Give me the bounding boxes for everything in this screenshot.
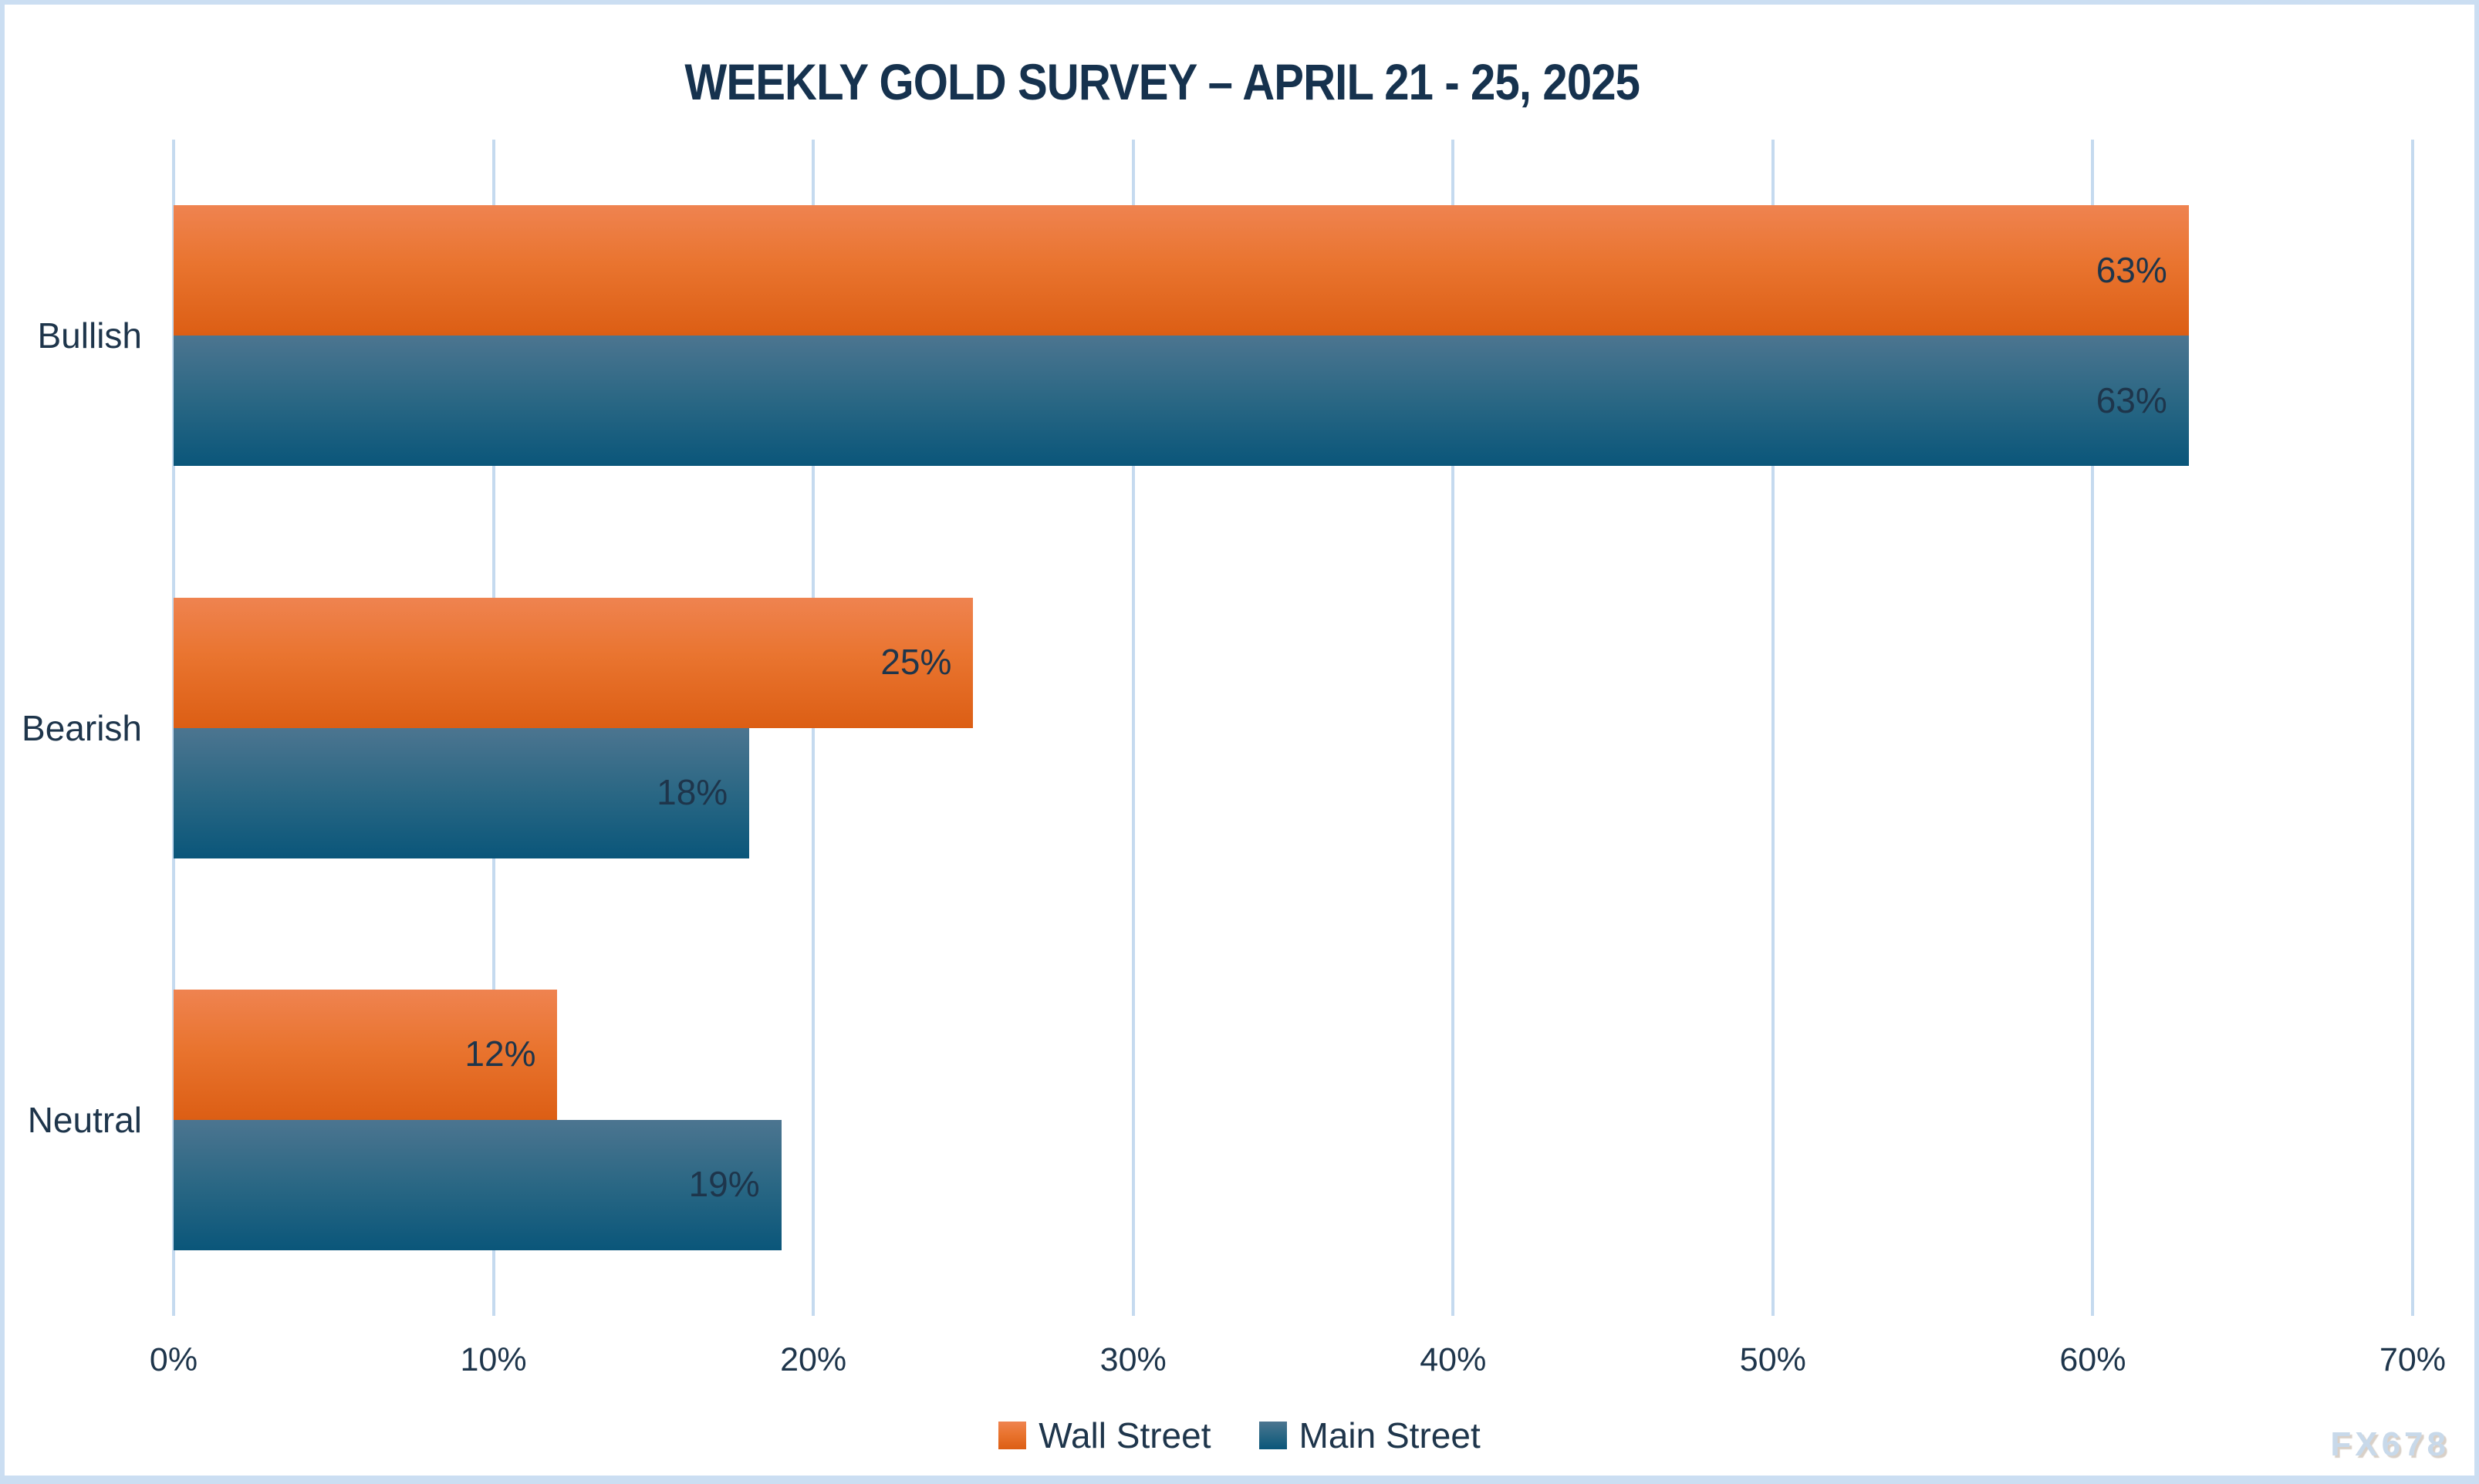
x-tick-label-50%: 50%: [1739, 1341, 1806, 1378]
x-tick-label-30%: 30%: [1099, 1341, 1167, 1378]
bar-main-street-neutral: 19%: [174, 1119, 782, 1250]
x-tick-label-70%: 70%: [2379, 1341, 2447, 1378]
bar-value-label-main-street-neutral: 19%: [688, 1164, 760, 1205]
legend-swatch-wall-street-icon: [998, 1422, 1027, 1449]
bar-value-label-main-street-bullish: 63%: [2096, 379, 2167, 420]
category-label-bearish: Bearish: [22, 707, 142, 748]
chart-title-wrap: WEEKLY GOLD SURVEY – APRIL 21 - 25, 2025: [5, 52, 2319, 111]
gridline-30%: [1131, 140, 1135, 1316]
watermark: FX678: [2330, 1425, 2450, 1463]
bar-value-label-main-street-bearish: 18%: [657, 771, 728, 812]
gridline-20%: [812, 140, 816, 1316]
bar-wall-street-bearish: 25%: [174, 597, 974, 728]
legend-item-wall-street: Wall Street: [998, 1415, 1211, 1456]
bar-main-street-bearish: 18%: [174, 727, 750, 858]
legend-item-main-street: Main Street: [1258, 1415, 1481, 1456]
legend-label-main-street: Main Street: [1299, 1415, 1481, 1455]
bar-value-label-wall-street-neutral: 12%: [464, 1034, 536, 1074]
x-tick-label-60%: 60%: [2059, 1341, 2126, 1378]
bar-main-street-bullish: 63%: [174, 336, 2189, 467]
gridline-60%: [2091, 140, 2095, 1316]
chart-title: WEEKLY GOLD SURVEY – APRIL 21 - 25, 2025: [684, 53, 1640, 110]
x-tick-label-0%: 0%: [149, 1341, 198, 1378]
gridline-50%: [1771, 140, 1775, 1316]
x-tick-label-10%: 10%: [460, 1341, 527, 1378]
legend-swatch-main-street-icon: [1258, 1422, 1287, 1449]
bar-wall-street-neutral: 12%: [174, 989, 558, 1120]
x-tick-label-40%: 40%: [1420, 1341, 1487, 1378]
category-label-bullish: Bullish: [37, 315, 142, 356]
legend: Wall Street Main Street: [5, 1415, 2474, 1456]
legend-label-wall-street: Wall Street: [1039, 1415, 1211, 1455]
category-label-neutral: Neutral: [27, 1099, 142, 1140]
bar-value-label-wall-street-bullish: 63%: [2096, 249, 2167, 290]
gridline-70%: [2411, 140, 2414, 1316]
gridline-40%: [1451, 140, 1455, 1316]
bar-value-label-wall-street-bearish: 25%: [880, 641, 952, 682]
x-tick-label-20%: 20%: [780, 1341, 847, 1378]
bar-wall-street-bullish: 63%: [174, 205, 2189, 336]
